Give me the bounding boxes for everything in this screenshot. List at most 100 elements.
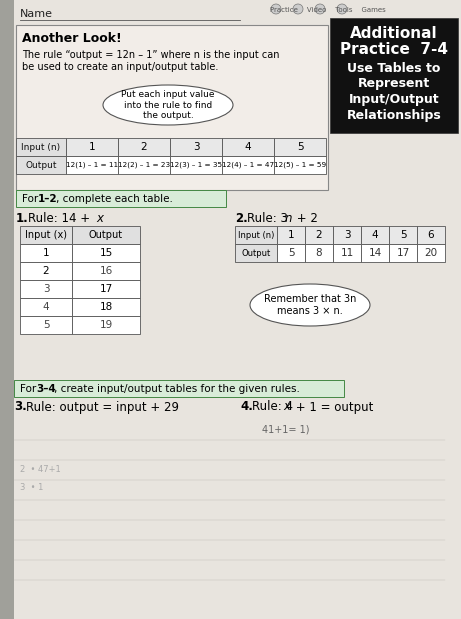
Bar (170, 138, 222, 156)
Bar (361, 226, 389, 244)
Text: For: For (20, 384, 40, 394)
Bar (274, 156, 326, 174)
Text: 6: 6 (428, 230, 434, 240)
Bar (235, 226, 277, 244)
Text: 18: 18 (100, 302, 112, 312)
Text: 17: 17 (100, 284, 112, 294)
Text: Practice  7-4: Practice 7-4 (340, 41, 448, 56)
Bar (20, 226, 72, 244)
Text: Additional: Additional (350, 27, 438, 41)
Text: 12(4) – 1 = 47: 12(4) – 1 = 47 (222, 162, 274, 168)
Text: + 2: + 2 (293, 212, 318, 225)
Bar (20, 298, 72, 316)
Text: x: x (96, 212, 103, 225)
Bar (0, 0, 14, 619)
Text: 15: 15 (100, 248, 112, 258)
Text: 1–2: 1–2 (38, 194, 58, 204)
Text: Put each input value
into the rule to find
the output.: Put each input value into the rule to fi… (121, 90, 215, 120)
Bar (389, 244, 417, 262)
Text: 5: 5 (297, 142, 303, 152)
Text: Practice    Video    Tools    Games: Practice Video Tools Games (270, 7, 386, 13)
Text: 19: 19 (100, 320, 112, 330)
Text: The rule “output = 12n – 1” where n is the input can: The rule “output = 12n – 1” where n is t… (22, 50, 279, 60)
Text: 3  • 1: 3 • 1 (20, 483, 43, 493)
Circle shape (315, 4, 325, 14)
Text: 3–4: 3–4 (36, 384, 56, 394)
Text: Name: Name (20, 9, 53, 19)
Bar (72, 244, 140, 262)
Circle shape (337, 4, 347, 14)
Bar (389, 226, 417, 244)
Text: Input (n): Input (n) (22, 142, 60, 152)
Bar (16, 190, 226, 207)
Bar (14, 380, 344, 397)
Text: 2: 2 (43, 266, 49, 276)
Bar (72, 226, 140, 244)
Text: 12(2) – 1 = 23: 12(2) – 1 = 23 (118, 162, 170, 168)
Text: Input (n): Input (n) (238, 230, 274, 240)
Text: 12(1) – 1 = 11: 12(1) – 1 = 11 (66, 162, 118, 168)
Ellipse shape (250, 284, 370, 326)
Bar (361, 244, 389, 262)
Text: 5: 5 (43, 320, 49, 330)
Bar (222, 156, 274, 174)
Text: 3: 3 (344, 230, 350, 240)
Text: 5: 5 (400, 230, 406, 240)
Bar (330, 18, 458, 133)
Text: Relationships: Relationships (347, 110, 441, 123)
Bar (222, 138, 274, 156)
Bar (20, 262, 72, 280)
Bar (16, 25, 328, 190)
Text: Represent: Represent (358, 77, 430, 90)
Bar (16, 138, 66, 156)
Text: 8: 8 (316, 248, 322, 258)
Bar (274, 138, 326, 156)
Text: , complete each table.: , complete each table. (56, 194, 173, 204)
Bar (118, 138, 170, 156)
Text: Input (x): Input (x) (25, 230, 67, 240)
Bar (417, 226, 445, 244)
Text: 1.: 1. (16, 212, 29, 225)
Text: 1: 1 (43, 248, 49, 258)
Bar (20, 280, 72, 298)
Ellipse shape (103, 85, 233, 125)
Bar (72, 262, 140, 280)
Bar (417, 244, 445, 262)
Text: 3.: 3. (14, 400, 27, 413)
Text: 2.: 2. (235, 212, 248, 225)
Text: Rule: 3: Rule: 3 (247, 212, 288, 225)
Bar (305, 226, 333, 244)
Text: 2: 2 (316, 230, 322, 240)
Text: 11: 11 (340, 248, 354, 258)
Text: 3: 3 (43, 284, 49, 294)
Text: 12(3) – 1 = 35: 12(3) – 1 = 35 (170, 162, 222, 168)
Bar (235, 244, 277, 262)
Text: Use Tables to: Use Tables to (347, 61, 441, 74)
Bar (277, 226, 305, 244)
Text: Output: Output (242, 248, 271, 258)
Text: Rule: 14 +: Rule: 14 + (28, 212, 94, 225)
Text: Remember that 3n
means 3 × n.: Remember that 3n means 3 × n. (264, 294, 356, 316)
Bar (118, 156, 170, 174)
Text: Another Look!: Another Look! (22, 33, 122, 46)
Bar (72, 280, 140, 298)
Text: 2: 2 (141, 142, 148, 152)
Bar (72, 298, 140, 316)
Bar (277, 244, 305, 262)
Text: For: For (22, 194, 41, 204)
Bar (20, 244, 72, 262)
Text: 4.: 4. (240, 400, 253, 413)
Text: 4: 4 (245, 142, 251, 152)
Text: be used to create an input/output table.: be used to create an input/output table. (22, 62, 219, 72)
Bar (333, 226, 361, 244)
Text: + 1 = output: + 1 = output (292, 400, 373, 413)
Bar (72, 316, 140, 334)
Text: Rule: 4: Rule: 4 (252, 400, 293, 413)
Text: 1: 1 (89, 142, 95, 152)
Text: 4: 4 (43, 302, 49, 312)
Text: 5: 5 (288, 248, 294, 258)
Text: 20: 20 (425, 248, 437, 258)
Text: 12(5) – 1 = 59: 12(5) – 1 = 59 (274, 162, 326, 168)
Text: Input/Output: Input/Output (349, 93, 439, 106)
Bar (66, 138, 118, 156)
